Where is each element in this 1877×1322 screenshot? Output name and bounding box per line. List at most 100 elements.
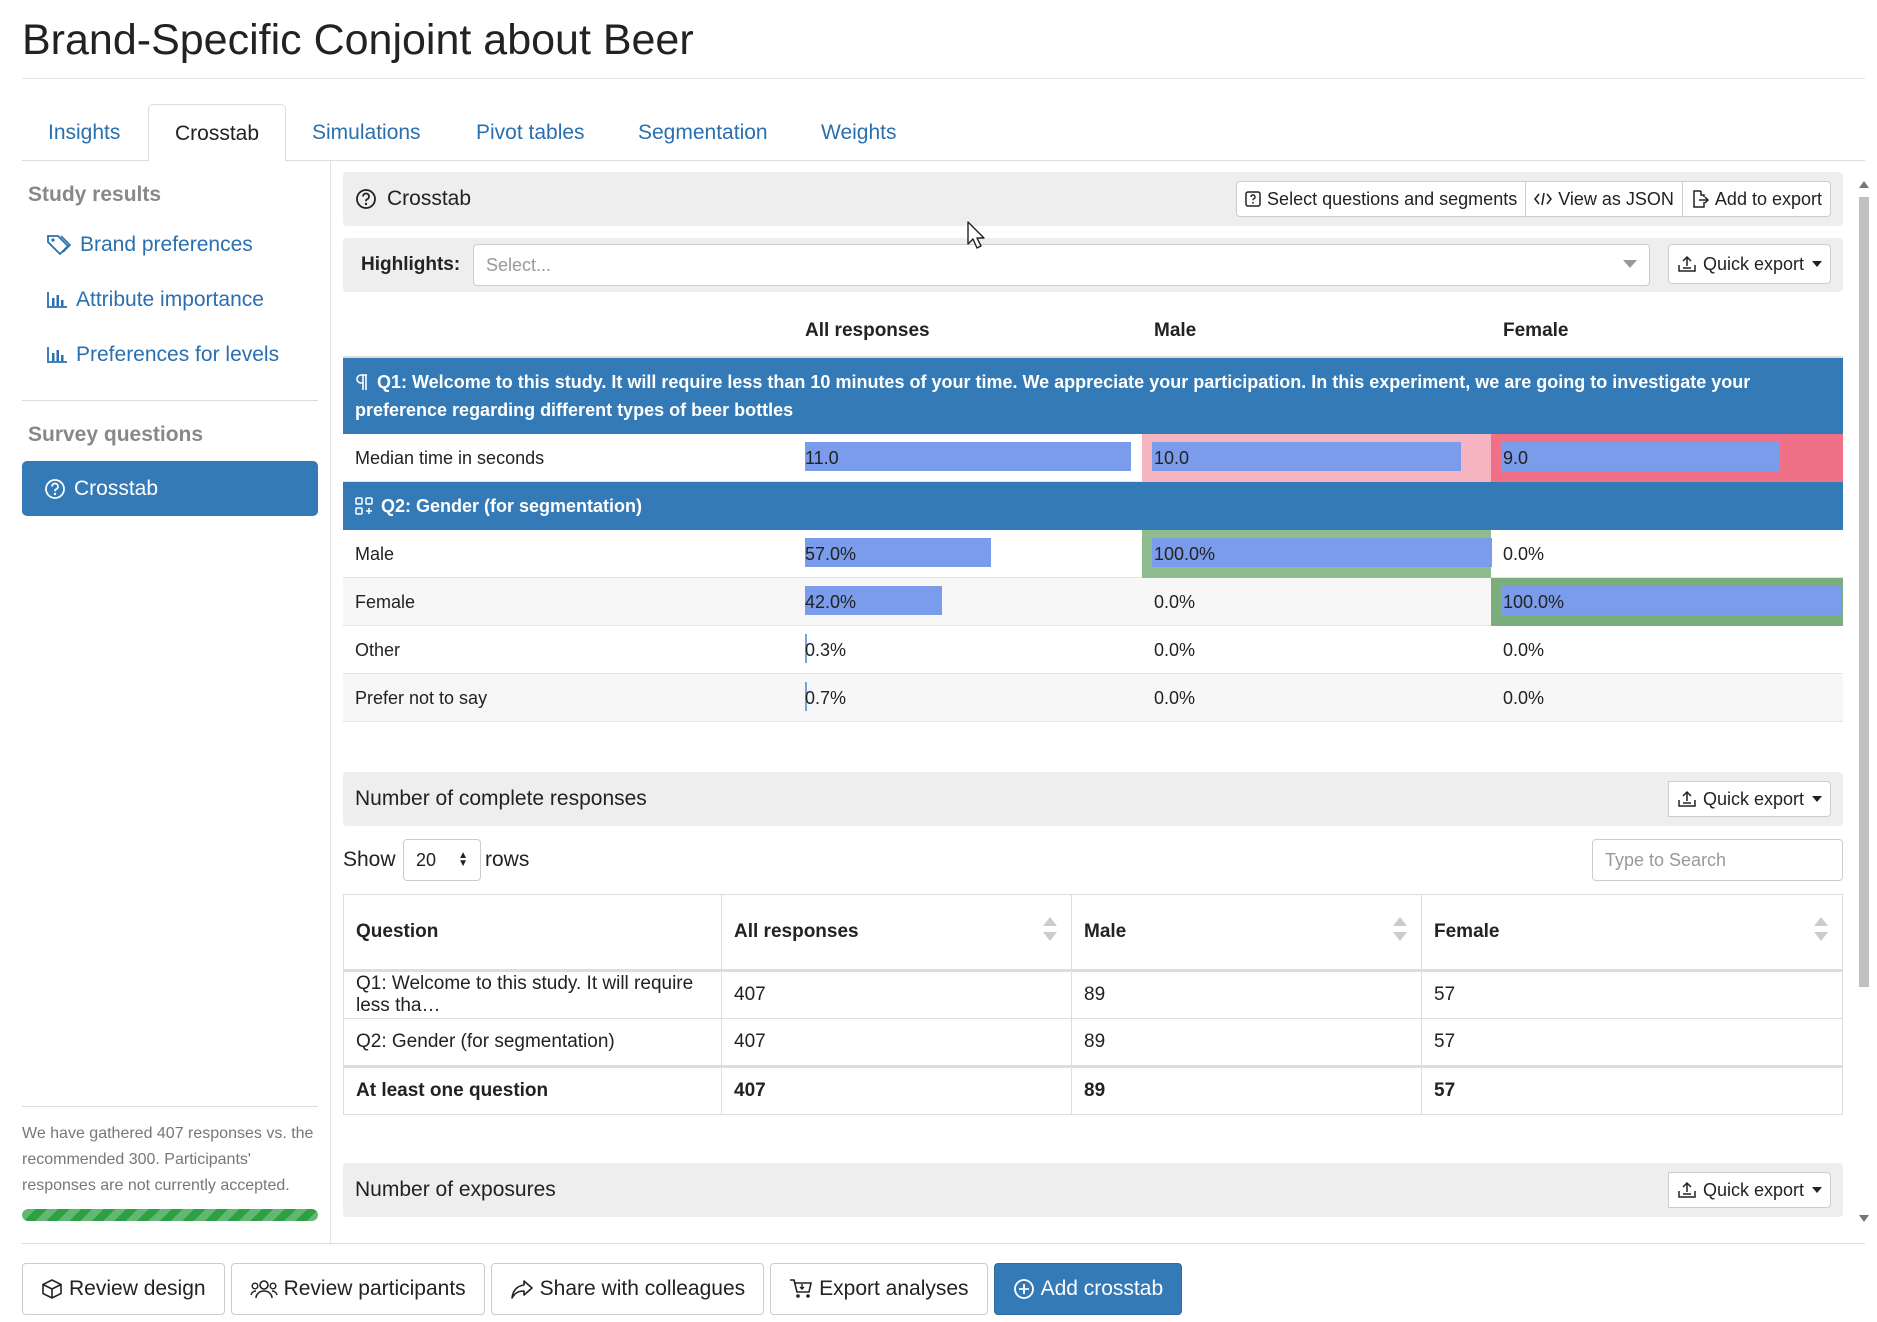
view-json-button[interactable]: View as JSON [1526, 181, 1683, 217]
q2-rows: Male 57.0% 100.0% 0.0% Female 42.0% 0.0% 100.0%… [343, 530, 1843, 722]
crosstab-cell: 0.0% [1491, 530, 1843, 578]
cell-value: 57.0% [805, 544, 857, 564]
select-questions-button[interactable]: Select questions and segments [1236, 181, 1527, 217]
cell-value: 0.3% [805, 640, 847, 660]
rows-label: rows [485, 848, 530, 871]
crosstab-cell: 0.0% [1142, 578, 1491, 626]
value-bar [1152, 538, 1492, 567]
exposures-panel-header: Number of exposures Quick export [343, 1163, 1843, 1217]
tab-pivot-tables[interactable]: Pivot tables [476, 121, 585, 144]
tab-crosstab[interactable]: Crosstab [148, 104, 287, 162]
footer-divider [22, 1243, 1865, 1244]
crosstab-row: Male 57.0% 100.0% 0.0% [343, 530, 1843, 578]
table-total-row: At least one question 407 89 57 [343, 1065, 1843, 1115]
column-header: All responses [805, 320, 930, 341]
sidebar-item-label: Attribute importance [76, 287, 264, 311]
question-square-icon [1245, 191, 1261, 207]
column-header-label: Question [356, 921, 439, 942]
sidebar-item-attribute-importance[interactable]: Attribute importance [22, 272, 318, 327]
quick-export-label: Quick export [1702, 253, 1804, 274]
crosstab-cell: 0.0% [1142, 626, 1491, 674]
bar-chart-icon [47, 346, 67, 363]
review-design-button[interactable]: Review design [22, 1263, 225, 1315]
scroll-up-icon[interactable] [1859, 181, 1869, 188]
question-circle-icon [45, 478, 65, 499]
mouse-cursor-icon [967, 221, 985, 249]
rows-per-page-value: 20 [416, 849, 437, 870]
quick-export-button[interactable]: Quick export [1667, 781, 1831, 817]
share-label: Share with colleagues [539, 1277, 746, 1300]
crosstab-cell: 100.0% [1142, 530, 1492, 578]
table-cell: At least one question [343, 1065, 722, 1115]
sidebar-item-brand-preferences[interactable]: Brand preferences [22, 217, 318, 272]
sort-icon[interactable] [1393, 917, 1407, 941]
tab-segmentation[interactable]: Segmentation [638, 121, 768, 144]
cell-value: 11.0 [805, 448, 839, 468]
crosstab-cell: 9.0 [1491, 434, 1843, 482]
table-cell: 57 [1421, 1065, 1843, 1115]
table-cell: 89 [1071, 1018, 1422, 1067]
column-header-all-responses[interactable]: All responses [721, 894, 1072, 972]
sort-icon[interactable] [1814, 917, 1828, 941]
column-header-male[interactable]: Male [1071, 894, 1422, 972]
sidebar-item-preferences-for-levels[interactable]: Preferences for levels [22, 327, 318, 382]
add-to-export-button[interactable]: Add to export [1682, 181, 1831, 217]
paragraph-icon [356, 374, 367, 390]
study-results-heading: Study results [28, 183, 162, 206]
view-json-label: View as JSON [1558, 188, 1674, 209]
table-cell: 89 [1071, 970, 1422, 1019]
quick-export-button[interactable]: Quick export [1667, 244, 1831, 284]
footer-actions: Review design Review participants Share … [22, 1263, 1183, 1315]
crosstab-row: Median time in seconds 11.0 10.0 9.0 [343, 434, 1843, 482]
people-icon [249, 1280, 278, 1299]
question-header-q1: Q1: Welcome to this study. It will requi… [343, 358, 1843, 434]
quick-export-label: Quick export [1702, 788, 1804, 809]
search-input[interactable]: Type to Search [1592, 839, 1843, 881]
grid-icon [355, 497, 373, 515]
cell-value: 42.0% [805, 592, 857, 612]
export-analyses-label: Export analyses [819, 1277, 969, 1300]
response-status-text: We have gathered 407 responses vs. the r… [22, 1125, 314, 1194]
select-questions-label: Select questions and segments [1267, 188, 1518, 209]
main-scrollbar[interactable] [1855, 175, 1873, 1228]
rows-per-page-select[interactable]: 20 ▲ ▼ [403, 839, 481, 881]
add-crosstab-button[interactable]: Add crosstab [993, 1263, 1183, 1315]
crosstab-cell: 57.0% [793, 530, 1142, 578]
tab-simulations[interactable]: Simulations [312, 121, 421, 144]
table-cell: Q2: Gender (for segmentation) [343, 1018, 722, 1067]
column-header-label: All responses [734, 921, 859, 942]
sidebar-item-crosstab[interactable]: Crosstab [22, 461, 318, 516]
review-design-label: Review design [69, 1277, 206, 1300]
value-bar [805, 442, 1131, 471]
scroll-down-icon[interactable] [1859, 1215, 1869, 1222]
chevron-down-icon [1812, 261, 1822, 267]
crosstab-cell: 0.7% [793, 674, 1142, 722]
show-label: Show [343, 848, 396, 871]
main-tabs: Insights Crosstab Simulations Pivot tabl… [22, 104, 1865, 162]
table-cell: 89 [1071, 1065, 1422, 1115]
export-analyses-button[interactable]: Export analyses [770, 1263, 988, 1315]
chevron-down-icon [1623, 260, 1637, 268]
sort-icon[interactable] [1043, 917, 1057, 941]
highlights-bar: Highlights: Select... Quick export [343, 238, 1843, 292]
question-circle-icon [356, 189, 376, 209]
cell-value: 0.0% [1154, 688, 1196, 708]
quick-export-button[interactable]: Quick export [1667, 1172, 1831, 1208]
crosstab-cell: 0.0% [1491, 626, 1843, 674]
review-participants-button[interactable]: Review participants [230, 1263, 485, 1315]
tab-insights[interactable]: Insights [48, 121, 121, 144]
response-progress-fill [22, 1209, 318, 1221]
column-header-female[interactable]: Female [1421, 894, 1843, 972]
column-header-label: Male [1084, 921, 1127, 942]
column-header-question[interactable]: Question [343, 894, 722, 972]
q1-rows: Median time in seconds 11.0 10.0 9.0 [343, 434, 1843, 482]
value-bar [805, 538, 991, 567]
sidebar: Study results Brand preferences Attribut… [22, 175, 318, 516]
crosstab-cell: 0.0% [1491, 674, 1843, 722]
highlights-select[interactable]: Select... [473, 244, 1650, 286]
scrollbar-thumb[interactable] [1859, 197, 1869, 987]
share-button[interactable]: Share with colleagues [490, 1263, 765, 1315]
row-label: Female [355, 592, 416, 612]
tab-weights[interactable]: Weights [821, 121, 897, 144]
crosstab-title: Crosstab [387, 187, 472, 210]
